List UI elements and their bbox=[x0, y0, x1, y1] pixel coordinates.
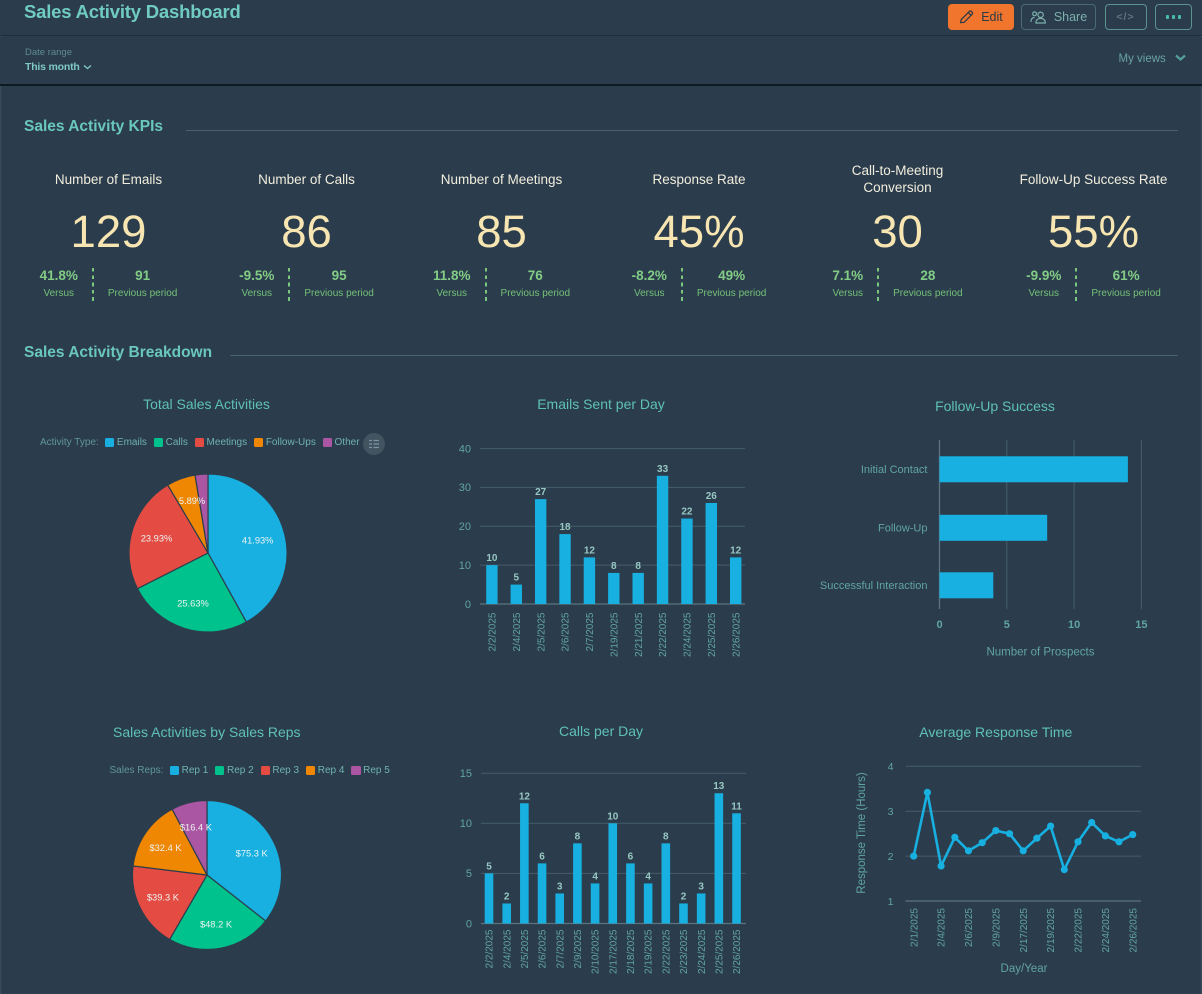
svg-text:12: 12 bbox=[730, 545, 742, 556]
svg-text:10: 10 bbox=[1068, 619, 1080, 631]
svg-text:3: 3 bbox=[888, 806, 894, 818]
svg-text:2/24/2025: 2/24/2025 bbox=[1101, 908, 1112, 953]
svg-text:8: 8 bbox=[575, 831, 581, 842]
svg-text:26: 26 bbox=[706, 491, 718, 502]
svg-text:4: 4 bbox=[888, 761, 894, 773]
svg-text:2/19/2025: 2/19/2025 bbox=[609, 612, 620, 657]
svg-text:2: 2 bbox=[681, 892, 687, 903]
svg-text:Number of Prospects: Number of Prospects bbox=[986, 647, 1094, 659]
svg-text:Follow-Up: Follow-Up bbox=[878, 523, 928, 535]
svg-text:2/2/2025: 2/2/2025 bbox=[488, 612, 499, 651]
svg-text:2/5/2025: 2/5/2025 bbox=[520, 929, 531, 968]
svg-text:10: 10 bbox=[460, 818, 472, 830]
svg-text:5: 5 bbox=[486, 861, 492, 872]
svg-text:12: 12 bbox=[584, 545, 596, 556]
svg-text:2/4/2025: 2/4/2025 bbox=[502, 929, 513, 968]
svg-text:2/4/2025: 2/4/2025 bbox=[937, 908, 948, 947]
svg-text:2/9/2025: 2/9/2025 bbox=[573, 929, 584, 968]
svg-text:2/26/2025: 2/26/2025 bbox=[732, 929, 743, 974]
svg-text:2/25/2025: 2/25/2025 bbox=[707, 612, 718, 657]
svg-text:15: 15 bbox=[1135, 619, 1147, 631]
svg-text:$75.3 K: $75.3 K bbox=[236, 849, 269, 859]
svg-text:3: 3 bbox=[698, 881, 704, 892]
svg-text:18: 18 bbox=[559, 522, 571, 533]
svg-text:2/19/2025: 2/19/2025 bbox=[1046, 908, 1057, 953]
svg-text:6: 6 bbox=[628, 851, 634, 862]
svg-text:13: 13 bbox=[713, 781, 725, 792]
svg-text:40: 40 bbox=[459, 443, 471, 455]
svg-text:2/6/2025: 2/6/2025 bbox=[964, 908, 975, 947]
svg-text:30: 30 bbox=[459, 482, 471, 494]
svg-text:15: 15 bbox=[460, 768, 472, 780]
svg-text:27: 27 bbox=[535, 487, 547, 498]
svg-text:2/26/2025: 2/26/2025 bbox=[1128, 908, 1139, 953]
svg-text:4: 4 bbox=[645, 871, 651, 882]
svg-text:2/2/2025: 2/2/2025 bbox=[485, 929, 496, 968]
svg-text:2/6/2025: 2/6/2025 bbox=[538, 929, 549, 968]
svg-text:2/19/2025: 2/19/2025 bbox=[644, 929, 655, 974]
svg-text:3: 3 bbox=[557, 881, 563, 892]
svg-text:2/24/2025: 2/24/2025 bbox=[697, 929, 708, 974]
svg-text:11: 11 bbox=[731, 801, 742, 812]
svg-text:2/22/2025: 2/22/2025 bbox=[658, 612, 669, 657]
svg-text:2/9/2025: 2/9/2025 bbox=[991, 908, 1002, 947]
svg-text:Initial Contact: Initial Contact bbox=[861, 464, 928, 476]
svg-text:2/23/2025: 2/23/2025 bbox=[679, 929, 690, 974]
svg-text:5.89%: 5.89% bbox=[179, 496, 205, 506]
svg-text:$16.4 K: $16.4 K bbox=[180, 822, 213, 832]
svg-text:2/22/2025: 2/22/2025 bbox=[1074, 908, 1085, 953]
svg-text:0: 0 bbox=[465, 599, 471, 611]
svg-text:2/22/2025: 2/22/2025 bbox=[661, 929, 672, 974]
svg-text:20: 20 bbox=[459, 521, 471, 533]
svg-text:10: 10 bbox=[459, 560, 471, 572]
svg-text:2/7/2025: 2/7/2025 bbox=[555, 929, 566, 968]
svg-text:2/1/2025: 2/1/2025 bbox=[909, 908, 920, 947]
svg-text:10: 10 bbox=[486, 553, 498, 564]
svg-text:2/24/2025: 2/24/2025 bbox=[683, 612, 694, 657]
svg-text:2/5/2025: 2/5/2025 bbox=[536, 612, 547, 651]
svg-text:5: 5 bbox=[466, 868, 472, 880]
svg-text:Successful Interaction: Successful Interaction bbox=[820, 580, 928, 592]
svg-text:$48.2 K: $48.2 K bbox=[200, 920, 233, 930]
svg-text:6: 6 bbox=[539, 851, 545, 862]
svg-text:8: 8 bbox=[663, 831, 669, 842]
svg-text:2: 2 bbox=[504, 892, 510, 903]
svg-text:8: 8 bbox=[635, 561, 641, 572]
svg-text:12: 12 bbox=[519, 791, 531, 802]
svg-text:25.63%: 25.63% bbox=[177, 598, 209, 608]
svg-text:2/7/2025: 2/7/2025 bbox=[585, 612, 596, 651]
svg-text:2/4/2025: 2/4/2025 bbox=[512, 612, 523, 651]
svg-text:1: 1 bbox=[888, 896, 894, 908]
svg-text:2: 2 bbox=[888, 851, 894, 863]
svg-text:$39.3 K: $39.3 K bbox=[147, 893, 180, 903]
svg-text:2/17/2025: 2/17/2025 bbox=[1019, 908, 1030, 953]
svg-text:2/18/2025: 2/18/2025 bbox=[626, 929, 637, 974]
svg-text:23.93%: 23.93% bbox=[141, 533, 173, 543]
svg-text:5: 5 bbox=[514, 573, 520, 584]
svg-text:22: 22 bbox=[681, 507, 693, 518]
svg-text:2/21/2025: 2/21/2025 bbox=[634, 612, 645, 657]
svg-text:5: 5 bbox=[1004, 619, 1010, 631]
svg-text:2/10/2025: 2/10/2025 bbox=[591, 929, 602, 974]
svg-text:0: 0 bbox=[936, 619, 942, 631]
svg-text:4: 4 bbox=[592, 871, 598, 882]
svg-text:2/26/2025: 2/26/2025 bbox=[731, 612, 742, 657]
svg-text:33: 33 bbox=[657, 464, 669, 475]
svg-text:10: 10 bbox=[607, 811, 619, 822]
svg-text:8: 8 bbox=[611, 561, 617, 572]
svg-text:41.93%: 41.93% bbox=[242, 536, 274, 546]
svg-text:2/6/2025: 2/6/2025 bbox=[561, 612, 572, 651]
svg-text:2/17/2025: 2/17/2025 bbox=[608, 929, 619, 974]
svg-text:0: 0 bbox=[466, 918, 472, 930]
svg-text:Response Time (Hours): Response Time (Hours) bbox=[856, 772, 868, 894]
svg-text:$32.4 K: $32.4 K bbox=[149, 843, 182, 853]
svg-text:2/25/2025: 2/25/2025 bbox=[714, 929, 725, 974]
svg-text:Day/Year: Day/Year bbox=[1001, 963, 1048, 975]
